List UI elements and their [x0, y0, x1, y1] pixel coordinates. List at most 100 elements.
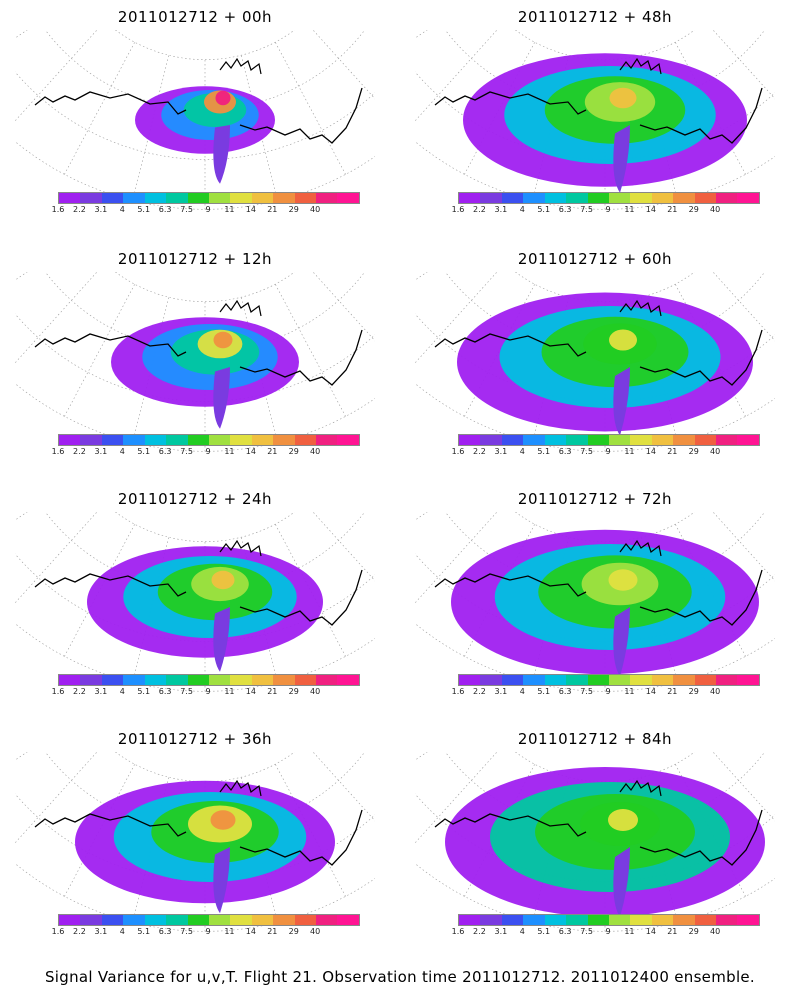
meridian-line: [312, 752, 375, 822]
colorbar-swatch: [187, 193, 209, 203]
latitude-line: [15, 71, 375, 160]
forecast-panel: 2011012712 + 12h 1.6 2.2 3.1 4 5.1 6.3 7.5 9 11 14…: [5, 242, 385, 487]
colorbar-swatch: [337, 193, 359, 203]
colorbar-tick-label: 7.5: [580, 447, 593, 456]
variance-contour: [210, 810, 236, 830]
colorbar-tick-label: 40: [310, 447, 321, 456]
colorbar-ticks: 1.6 2.2 3.1 4 5.1 6.3 7.5 9 11 14 21 29 40: [52, 927, 358, 939]
colorbar-swatch: [316, 435, 338, 445]
colorbar-swatch: [101, 193, 124, 203]
colorbar-tick-label: 7.5: [180, 687, 193, 696]
colorbar-ticks: 1.6 2.2 3.1 4 5.1 6.3 7.5 9 11 14 21 29 40: [52, 205, 358, 217]
polar-stereo-map: [415, 752, 775, 932]
colorbar-tick-label: 1.6: [51, 927, 65, 936]
latitude-line: [445, 752, 765, 832]
meridian-line: [415, 512, 498, 604]
colorbar-tick-label: 11: [224, 205, 235, 214]
colorbar-swatch: [123, 915, 145, 925]
colorbar-swatch: [144, 915, 167, 925]
colorbar-tick-label: 6.3: [158, 447, 172, 456]
colorbar-tick-label: 4: [519, 447, 525, 456]
colorbar-tick-label: 29: [288, 447, 299, 456]
colorbar-tick-label: 1.6: [51, 205, 65, 214]
colorbar-swatch: [166, 675, 188, 685]
colorbar-tick-label: 11: [624, 447, 635, 456]
colorbar-tick-label: 21: [667, 205, 678, 214]
forecast-panel: 2011012712 + 84h 1.6 2.2 3.1 4 5.1 6.3 7.5 9 11 14…: [405, 722, 785, 967]
colorbar: [58, 914, 360, 926]
colorbar-tick-label: 14: [245, 687, 256, 696]
colorbar-swatch: [80, 435, 102, 445]
colorbar-swatch: [123, 435, 145, 445]
colorbar-swatch: [187, 435, 209, 445]
colorbar-swatch: [716, 915, 738, 925]
coastline: [434, 813, 587, 837]
meridian-line: [415, 272, 498, 364]
colorbar-tick-label: 6.3: [558, 927, 572, 936]
forecast-panel: 2011012712 + 60h 1.6 2.2 3.1 4 5.1 6.3 7.5 9 11 14…: [405, 242, 785, 487]
variance-contour: [613, 125, 630, 193]
colorbar-swatch: [59, 675, 81, 685]
colorbar-swatch: [251, 435, 274, 445]
colorbar-swatch: [544, 435, 567, 445]
colorbar-tick-label: 1.6: [451, 205, 465, 214]
colorbar-tick-label: 29: [688, 927, 699, 936]
forecast-panel: 2011012712 + 00h 1.6 2.2 3.1 4 5.1 6.3 7.5 9 11 14…: [5, 0, 385, 245]
latitude-line: [114, 272, 296, 302]
meridian-line: [729, 30, 775, 78]
colorbar-swatch: [273, 193, 295, 203]
meridian-line: [15, 30, 98, 122]
latitude-line: [114, 512, 296, 542]
colorbar-tick-label: 14: [245, 205, 256, 214]
meridian-line: [729, 512, 775, 560]
colorbar-ticks: 1.6 2.2 3.1 4 5.1 6.3 7.5 9 11 14 21 29 40: [452, 205, 758, 217]
colorbar-tick-label: 14: [245, 927, 256, 936]
colorbar-tick-label: 21: [267, 927, 278, 936]
variance-contour: [213, 367, 230, 429]
meridian-line: [415, 30, 498, 122]
meridian-line: [15, 512, 28, 521]
colorbar-swatch: [608, 193, 631, 203]
colorbar-swatch: [544, 193, 567, 203]
latitude-line: [45, 752, 365, 832]
colorbar-tick-label: 21: [267, 447, 278, 456]
colorbar-swatch: [630, 193, 652, 203]
colorbar-swatch: [337, 915, 359, 925]
latitude-line: [114, 30, 296, 60]
colorbar-tick-label: 1.6: [51, 447, 65, 456]
polar-stereo-map: [415, 512, 775, 692]
colorbar-swatch: [337, 435, 359, 445]
meridian-line: [329, 272, 375, 320]
meridian-line: [312, 30, 375, 100]
colorbar-ticks: 1.6 2.2 3.1 4 5.1 6.3 7.5 9 11 14 21 29 40: [52, 447, 358, 459]
colorbar-swatch: [587, 435, 609, 445]
colorbar-tick-label: 4: [519, 927, 525, 936]
colorbar-swatch: [166, 435, 188, 445]
colorbar-swatch: [480, 435, 502, 445]
colorbar-swatch: [608, 915, 631, 925]
colorbar-swatch: [230, 915, 252, 925]
colorbar-swatch: [523, 915, 545, 925]
colorbar-swatch: [101, 675, 124, 685]
colorbar-swatch: [608, 675, 631, 685]
colorbar: [58, 434, 360, 446]
coastline: [239, 329, 363, 386]
meridian-line: [275, 764, 347, 898]
colorbar-tick-label: 5.1: [137, 447, 151, 456]
meridian-line: [329, 512, 375, 560]
meridian-line: [675, 42, 747, 176]
colorbar-tick-label: 3.1: [94, 687, 108, 696]
colorbar-tick-label: 21: [267, 687, 278, 696]
coastline: [639, 809, 763, 866]
colorbar-tick-label: 40: [310, 205, 321, 214]
coastline: [434, 91, 587, 115]
colorbar-swatch: [566, 915, 588, 925]
coastline: [639, 569, 763, 626]
colorbar-swatch: [608, 435, 631, 445]
colorbar-swatch: [673, 915, 695, 925]
polar-stereo-map: [15, 272, 375, 452]
colorbar-tick-label: 29: [688, 447, 699, 456]
colorbar-swatch: [208, 675, 231, 685]
colorbar-tick-label: 3.1: [494, 447, 508, 456]
colorbar-tick-label: 2.2: [73, 205, 86, 214]
